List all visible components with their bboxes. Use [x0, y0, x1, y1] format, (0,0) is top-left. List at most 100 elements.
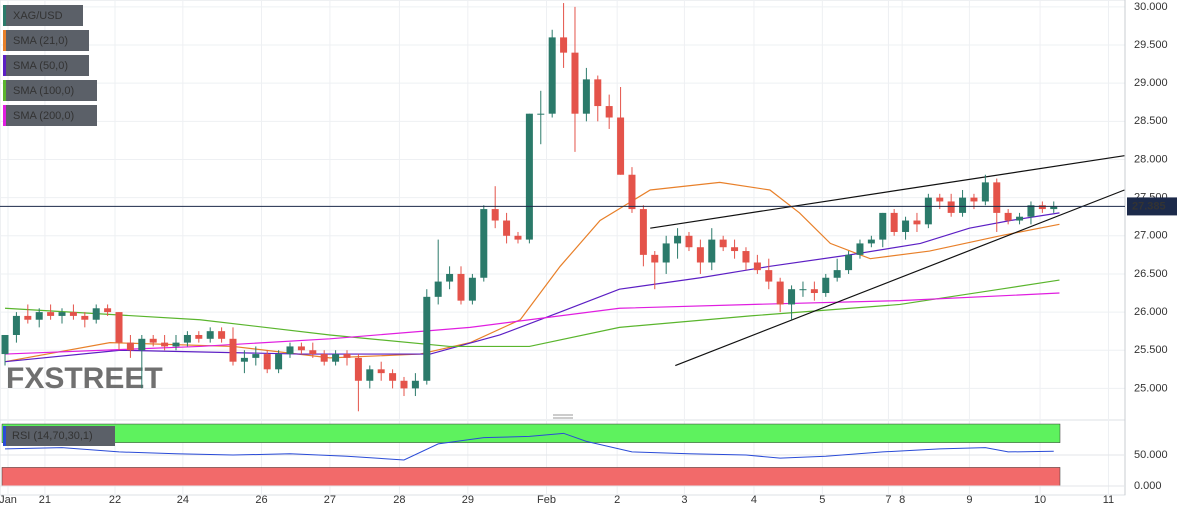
candle-body — [343, 354, 351, 358]
candle-body — [594, 79, 602, 107]
candle-body — [172, 342, 180, 347]
candle-body — [822, 277, 830, 294]
candle-body — [126, 342, 134, 351]
y-tick-label: 27.000 — [1134, 230, 1168, 242]
x-tick-label: 21 — [39, 494, 51, 506]
candle-body — [833, 270, 841, 278]
watermark: FXSTREET — [6, 362, 163, 395]
candle-body — [275, 354, 283, 370]
candle-body — [742, 251, 750, 263]
candle-body — [776, 281, 784, 305]
y-tick-label: 26.500 — [1134, 268, 1168, 280]
x-tick-label: 5 — [819, 494, 825, 506]
x-tick-label: 27 — [324, 494, 336, 506]
candle-body — [468, 277, 476, 301]
candle-body — [696, 247, 704, 263]
legend-text: SMA (100,0) — [13, 85, 74, 97]
candle-body — [389, 373, 397, 381]
candle-body — [24, 315, 32, 320]
candle-body — [81, 315, 89, 320]
candle-body — [810, 289, 818, 294]
last-price-box — [1127, 197, 1177, 216]
legend-box — [3, 105, 97, 126]
candle-body — [138, 338, 146, 351]
x-tick-label: 24 — [177, 494, 189, 506]
legend-text: SMA (50,0) — [13, 60, 68, 72]
candle-body — [183, 334, 191, 343]
candle-body — [12, 315, 20, 335]
candle-body — [149, 338, 157, 343]
candle-body — [423, 296, 431, 381]
candle-body — [400, 380, 408, 389]
candle-body — [218, 331, 226, 339]
candle-body — [879, 212, 887, 240]
rsi-label: RSI (14,70,30,1) — [3, 426, 115, 446]
y-tick-label: 28.000 — [1134, 153, 1168, 165]
candle-body — [229, 338, 237, 362]
y-tick-label: 28.500 — [1134, 115, 1168, 127]
legend-box — [3, 426, 115, 446]
candle-body — [867, 239, 875, 244]
candle-body — [571, 52, 579, 114]
x-tick-label: 28 — [393, 494, 405, 506]
candle-body — [765, 270, 773, 282]
x-tick-label: Jan — [0, 494, 17, 506]
x-tick-label: 26 — [255, 494, 267, 506]
candle-body — [252, 354, 260, 358]
y-tick-label: 29.000 — [1134, 77, 1168, 89]
x-tick-label: 7 — [885, 494, 891, 506]
candle-body — [297, 346, 305, 351]
y-tick-label: 25.500 — [1134, 344, 1168, 356]
x-tick-label: 3 — [681, 494, 687, 506]
candle-body — [1050, 206, 1058, 210]
candle-body — [662, 243, 670, 263]
candle-body — [35, 312, 43, 320]
x-tick-label: 22 — [109, 494, 121, 506]
candle-body — [1016, 216, 1024, 221]
legend-swatch — [3, 80, 6, 101]
x-tick-label: 10 — [1034, 494, 1046, 506]
candle-body — [924, 197, 932, 225]
x-tick-label: 2 — [614, 494, 620, 506]
candle-body — [890, 212, 898, 232]
x-tick-label: Feb — [537, 494, 556, 506]
candle-body — [366, 369, 374, 381]
candle-body — [480, 209, 488, 278]
price-pane — [0, 0, 1126, 439]
x-tick-label: 8 — [899, 494, 905, 506]
rsi-line — [5, 432, 1054, 461]
candle-body — [457, 273, 465, 301]
last-price-label: 27.385 — [1132, 200, 1166, 212]
candle-body — [981, 182, 989, 202]
candle-body — [320, 354, 328, 362]
x-tick-label: 4 — [751, 494, 757, 506]
candle-body — [263, 354, 271, 370]
candle-body — [286, 346, 294, 355]
candle-body — [69, 312, 77, 316]
y-tick-label: 50.000 — [1134, 449, 1168, 461]
candle-body — [628, 174, 636, 210]
candle-body — [309, 350, 317, 355]
trendline — [650, 155, 1125, 229]
candle-body — [799, 289, 807, 291]
oversold-band — [1, 467, 1061, 487]
legend-swatch — [3, 5, 6, 26]
candle-body — [1, 334, 9, 355]
x-tick-label: 9 — [966, 494, 972, 506]
candle-body — [719, 239, 727, 248]
legend-box — [3, 55, 89, 76]
legend-swatch — [3, 105, 6, 126]
candle-body — [970, 197, 978, 202]
legend-text: SMA (200,0) — [13, 110, 74, 122]
legend-swatch — [3, 426, 6, 446]
candle-body — [491, 209, 499, 221]
candle-body — [639, 209, 647, 255]
candle-body — [240, 357, 248, 362]
candle-body — [434, 281, 442, 297]
candle-body — [788, 289, 796, 305]
x-tick-label: 29 — [462, 494, 474, 506]
candle-body — [708, 239, 716, 263]
legend-box — [3, 80, 97, 101]
trendline — [675, 189, 1125, 367]
